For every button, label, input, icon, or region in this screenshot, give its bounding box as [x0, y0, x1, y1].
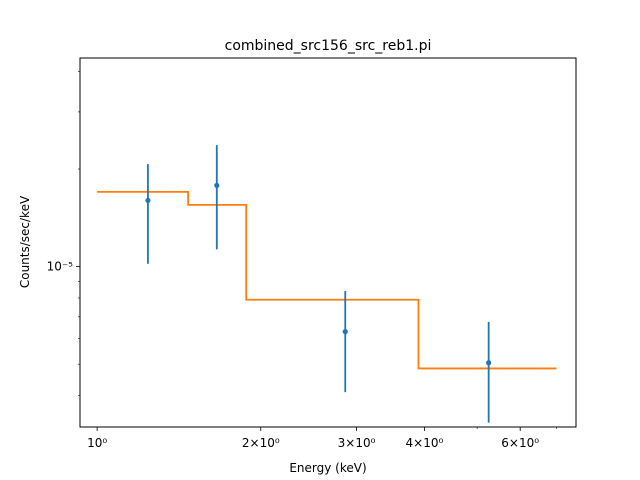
x-axis: 10⁰ 2×10⁰ 3×10⁰ 4×10⁰ 6×10⁰ [87, 427, 557, 450]
chart-title: combined_src156_src_reb1.pi [225, 38, 432, 54]
plot-frame [79, 57, 577, 428]
x-tick-label-5: 6×10⁰ [501, 436, 539, 450]
model-step-line [97, 190, 557, 370]
x-tick-label-2: 2×10⁰ [242, 436, 280, 450]
y-axis: 10⁻⁵ [47, 71, 80, 396]
y-tick-label-1: 10⁻⁵ [47, 260, 74, 274]
data-point-4 [486, 360, 492, 366]
x-axis-label: Energy (keV) [289, 461, 366, 475]
x-tick-label-1: 10⁰ [87, 436, 107, 450]
y-axis-label: Counts/sec/keV [18, 195, 32, 288]
x-tick-label-4: 4×10⁰ [406, 436, 444, 450]
data-point-1 [145, 197, 151, 204]
plot-area [97, 145, 557, 423]
data-point-3 [342, 329, 348, 335]
data-point-2 [214, 182, 220, 189]
x-tick-label-3: 3×10⁰ [338, 436, 376, 450]
